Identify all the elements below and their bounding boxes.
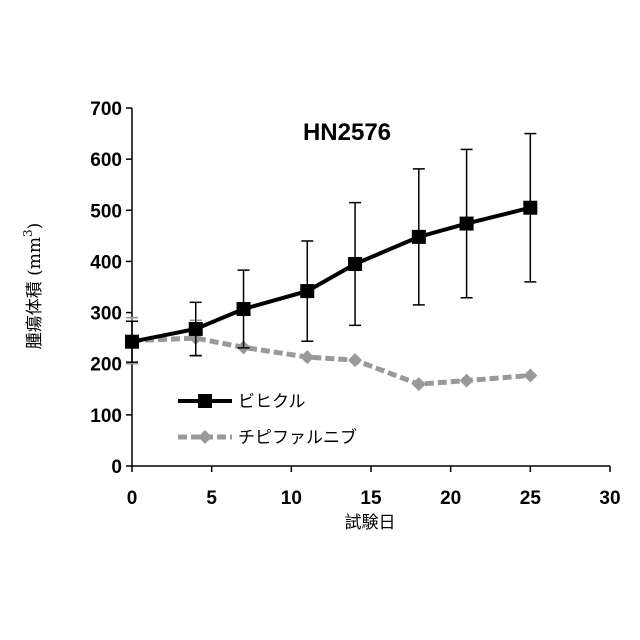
y-tick-label: 400 xyxy=(90,252,122,273)
series-line xyxy=(132,338,530,384)
y-axis-label-suffix: ) xyxy=(25,223,45,230)
data-point xyxy=(523,201,537,215)
x-tick-label: 5 xyxy=(206,488,217,509)
data-point xyxy=(125,335,139,349)
y-axis-label-main: 腫瘍体積 (mm xyxy=(25,237,45,349)
data-point xyxy=(189,322,203,336)
data-point xyxy=(348,257,362,271)
data-point xyxy=(300,284,314,298)
y-tick-label: 500 xyxy=(90,201,122,222)
data-point xyxy=(412,377,426,391)
y-axis-label: 腫瘍体積 (mm3) xyxy=(21,223,45,350)
chart-title: HN2576 xyxy=(303,119,391,146)
legend-marker xyxy=(198,430,212,444)
legend-item-1: ビヒクル xyxy=(178,392,306,412)
y-tick-label: 200 xyxy=(90,355,122,376)
y-tick-label: 0 xyxy=(111,457,122,478)
x-tick-label: 10 xyxy=(281,488,302,509)
x-tick-label: 0 xyxy=(127,488,138,509)
y-tick-label: 700 xyxy=(90,99,122,120)
series-1 xyxy=(125,134,537,363)
data-point xyxy=(237,302,251,316)
y-axis-label-superscript: 3 xyxy=(21,229,35,237)
data-point xyxy=(523,368,537,382)
data-point xyxy=(460,217,474,231)
series-layer xyxy=(125,134,537,392)
legend-item-2: チピファルニブ xyxy=(178,427,357,448)
data-point xyxy=(348,353,362,367)
legend-marker xyxy=(198,394,212,408)
y-tick-label: 100 xyxy=(90,406,122,427)
x-tick-label: 25 xyxy=(520,488,542,509)
data-point xyxy=(300,350,314,364)
legend: ビヒクルチピファルニブ xyxy=(178,392,357,448)
y-tick-label: 300 xyxy=(90,304,122,325)
y-tick-label: 600 xyxy=(90,150,122,171)
x-tick-label: 30 xyxy=(599,488,620,509)
x-tick-label: 20 xyxy=(440,488,461,509)
legend-label: ビヒクル xyxy=(238,392,306,412)
data-point xyxy=(412,230,426,244)
axes xyxy=(126,108,610,472)
x-tick-label: 15 xyxy=(360,488,382,509)
x-axis-label: 試験日 xyxy=(345,513,396,533)
legend-label: チピファルニブ xyxy=(238,427,357,448)
data-point xyxy=(460,374,474,388)
